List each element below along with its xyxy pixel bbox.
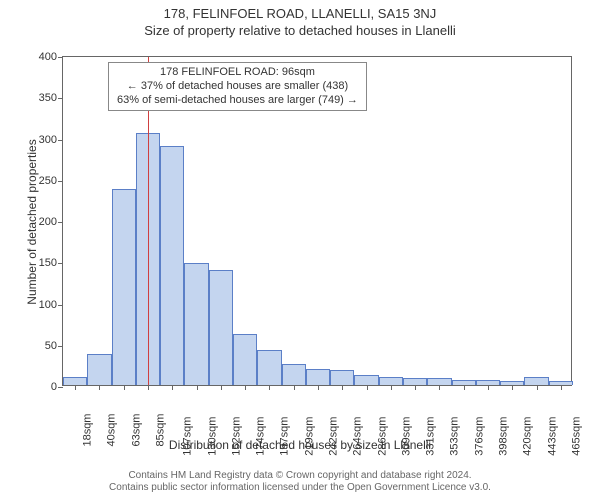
y-tick-mark xyxy=(58,57,63,58)
annotation-box: 178 FELINFOEL ROAD: 96sqm ← 37% of detac… xyxy=(108,62,367,111)
histogram-bar xyxy=(63,377,87,385)
x-tick-mark xyxy=(391,385,392,390)
annotation-line-3: 63% of semi-detached houses are larger (… xyxy=(117,94,358,108)
x-tick-mark xyxy=(512,385,513,390)
histogram-bar xyxy=(524,377,548,385)
x-tick-mark xyxy=(561,385,562,390)
y-tick-label: 350 xyxy=(39,92,57,104)
histogram-bar xyxy=(354,375,378,385)
x-tick-mark xyxy=(75,385,76,390)
y-tick-label: 150 xyxy=(39,257,57,269)
footer-line-1: Contains HM Land Registry data © Crown c… xyxy=(0,470,600,482)
histogram-bar xyxy=(209,270,233,386)
x-tick-mark xyxy=(124,385,125,390)
x-tick-mark xyxy=(318,385,319,390)
y-tick-label: 0 xyxy=(51,381,57,393)
histogram-bar xyxy=(233,334,257,385)
x-tick-mark xyxy=(367,385,368,390)
annotation-line-2: ← 37% of detached houses are smaller (43… xyxy=(117,80,358,94)
y-tick-label: 50 xyxy=(45,340,57,352)
histogram-bar xyxy=(112,189,136,385)
histogram-bar xyxy=(427,378,451,385)
x-tick-mark xyxy=(415,385,416,390)
footer-attribution: Contains HM Land Registry data © Crown c… xyxy=(0,470,600,494)
histogram-bar xyxy=(160,146,184,385)
histogram-bar xyxy=(330,370,354,385)
x-tick-mark xyxy=(197,385,198,390)
y-tick-label: 200 xyxy=(39,216,57,228)
y-tick-mark xyxy=(58,222,63,223)
x-tick-mark xyxy=(488,385,489,390)
histogram-bar xyxy=(379,377,403,385)
y-tick-mark xyxy=(58,140,63,141)
annotation-line-1: 178 FELINFOEL ROAD: 96sqm xyxy=(117,66,358,80)
y-tick-mark xyxy=(58,387,63,388)
histogram-bar xyxy=(257,350,281,385)
x-tick-mark xyxy=(464,385,465,390)
x-tick-mark xyxy=(221,385,222,390)
chart-title-sub: Size of property relative to detached ho… xyxy=(0,21,600,38)
y-tick-mark xyxy=(58,263,63,264)
y-tick-label: 100 xyxy=(39,299,57,311)
x-tick-mark xyxy=(172,385,173,390)
y-tick-label: 300 xyxy=(39,134,57,146)
chart-title-main: 178, FELINFOEL ROAD, LLANELLI, SA15 3NJ xyxy=(0,0,600,21)
y-tick-label: 250 xyxy=(39,175,57,187)
y-tick-mark xyxy=(58,346,63,347)
x-tick-mark xyxy=(148,385,149,390)
histogram-bar xyxy=(282,364,306,385)
histogram-bar xyxy=(403,378,427,385)
x-tick-mark xyxy=(537,385,538,390)
chart-container: 178, FELINFOEL ROAD, LLANELLI, SA15 3NJ … xyxy=(0,0,600,500)
x-tick-mark xyxy=(245,385,246,390)
y-axis-label: Number of detached properties xyxy=(25,122,39,322)
x-tick-mark xyxy=(342,385,343,390)
y-tick-label: 400 xyxy=(39,51,57,63)
y-tick-mark xyxy=(58,181,63,182)
x-tick-mark xyxy=(294,385,295,390)
y-tick-mark xyxy=(58,98,63,99)
x-tick-mark xyxy=(99,385,100,390)
histogram-bar xyxy=(184,263,208,385)
y-tick-mark xyxy=(58,305,63,306)
histogram-bar xyxy=(306,369,330,386)
x-axis-label: Distribution of detached houses by size … xyxy=(0,438,600,452)
histogram-bar xyxy=(87,354,111,385)
x-tick-mark xyxy=(439,385,440,390)
x-tick-mark xyxy=(269,385,270,390)
footer-line-2: Contains public sector information licen… xyxy=(0,482,600,494)
